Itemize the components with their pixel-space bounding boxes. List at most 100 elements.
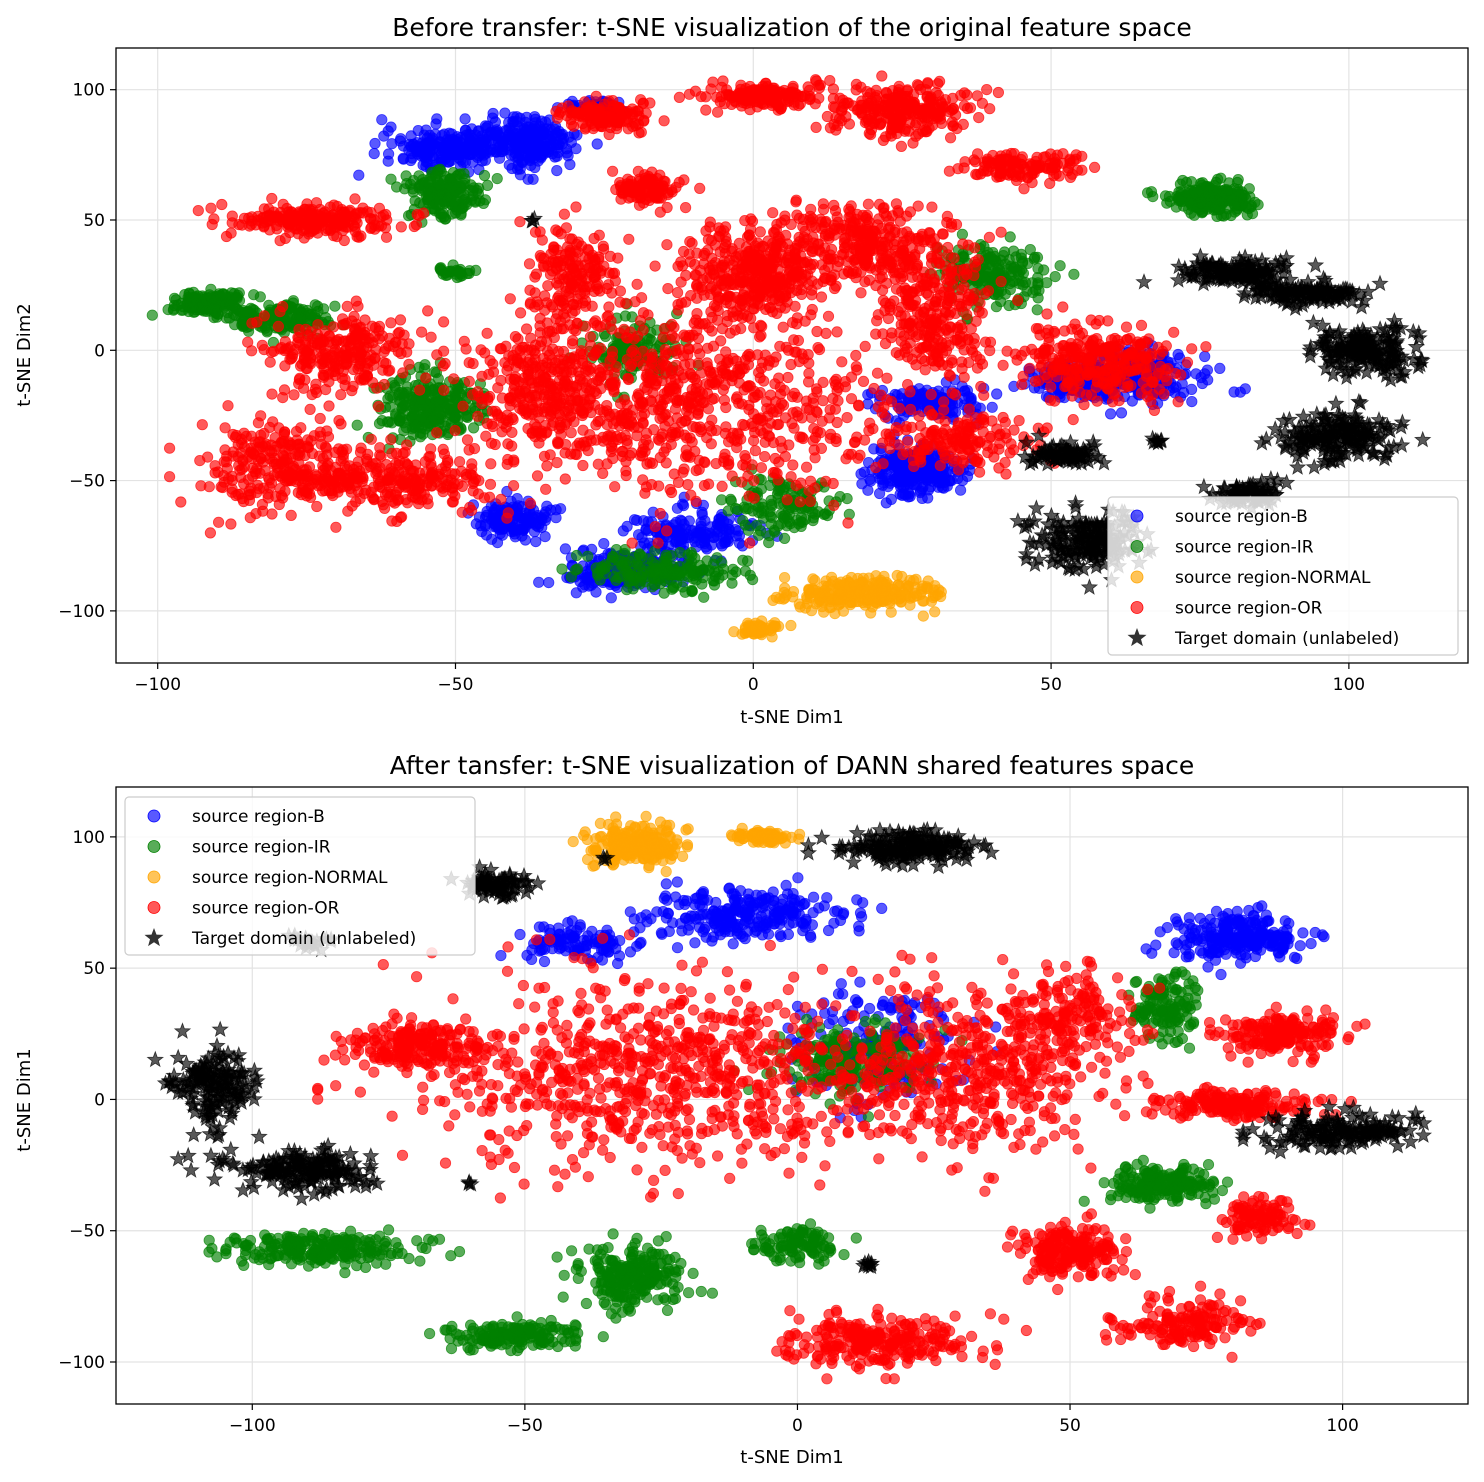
data-point [479,520,491,532]
data-point [376,114,388,126]
data-point [1054,260,1066,272]
data-point [678,463,690,475]
data-point [662,282,674,295]
data-point [559,473,571,485]
data-point [254,291,266,303]
data-point [565,448,577,460]
data-point [754,226,766,238]
data-point [675,566,687,578]
data-point [917,580,929,592]
data-point [459,113,471,125]
data-point [1221,184,1233,196]
data-point [806,303,818,316]
data-point [806,289,818,301]
data-point [626,447,638,459]
data-point [779,450,792,462]
data-point [872,401,885,413]
data-point [754,286,767,298]
data-point [351,419,363,431]
data-point [389,408,402,420]
data-point [990,301,1003,313]
data-point [682,343,694,355]
data-point [710,457,722,470]
data-point [384,390,396,402]
data-point [1194,196,1206,208]
data-point [635,396,648,408]
data-point [992,262,1004,274]
data-point [760,395,773,408]
data-point [405,154,417,167]
data-point [447,373,460,385]
data-point [830,432,842,445]
data-point [626,537,638,549]
data-point [646,396,658,408]
data-point [706,325,718,337]
data-point [765,287,777,299]
data-point [686,584,698,596]
data-point [478,169,491,182]
data-point [763,530,776,542]
data-point [749,445,762,457]
data-point [737,554,749,566]
data-point [616,450,628,462]
data-point [740,276,752,288]
data-point [991,388,1003,400]
data-point [412,410,424,422]
data-point [428,414,441,426]
data-point [793,355,805,368]
data-point [807,573,819,585]
data-point [766,500,778,512]
data-point [929,580,941,592]
data-point [929,606,941,618]
data-point [778,571,791,584]
data-point [597,467,609,479]
data-point [146,309,158,321]
data-point [765,417,777,429]
data-point [1031,304,1043,316]
data-point [674,529,687,542]
data-point [742,264,755,276]
chart-title: Before transfer: t-SNE visualization of … [392,13,1192,42]
data-point [701,555,713,567]
data-point [666,583,678,595]
data-point [527,173,539,185]
data-point [708,392,720,404]
data-point [616,555,628,567]
data-point [529,161,541,174]
data-point [746,215,759,227]
data-point [690,495,702,507]
data-point [649,260,661,272]
data-point [730,530,742,542]
data-point [774,301,787,313]
data-point [1252,199,1264,211]
data-point [684,256,696,268]
data-point [637,345,649,357]
data-point [643,333,655,345]
data-point [1145,186,1158,198]
data-point [1199,368,1211,380]
data-point [634,314,647,327]
data-point [832,395,844,407]
data-point [992,288,1004,301]
data-point [640,427,653,439]
data-point [420,124,432,136]
data-point [763,259,775,271]
data-point [759,450,771,463]
data-point [409,142,421,155]
data-point [680,331,692,343]
data-point [725,245,738,257]
data-point [369,137,381,150]
data-point [1115,407,1128,419]
data-point [804,475,817,487]
data-point [677,245,690,258]
data-point [823,412,835,424]
data-point [914,485,927,497]
data-point [702,360,714,373]
data-point [907,591,920,603]
data-point [775,518,787,530]
data-point [753,529,765,541]
data-point [682,478,694,491]
data-point [731,391,743,403]
data-point [794,496,806,508]
data-point [686,549,698,562]
